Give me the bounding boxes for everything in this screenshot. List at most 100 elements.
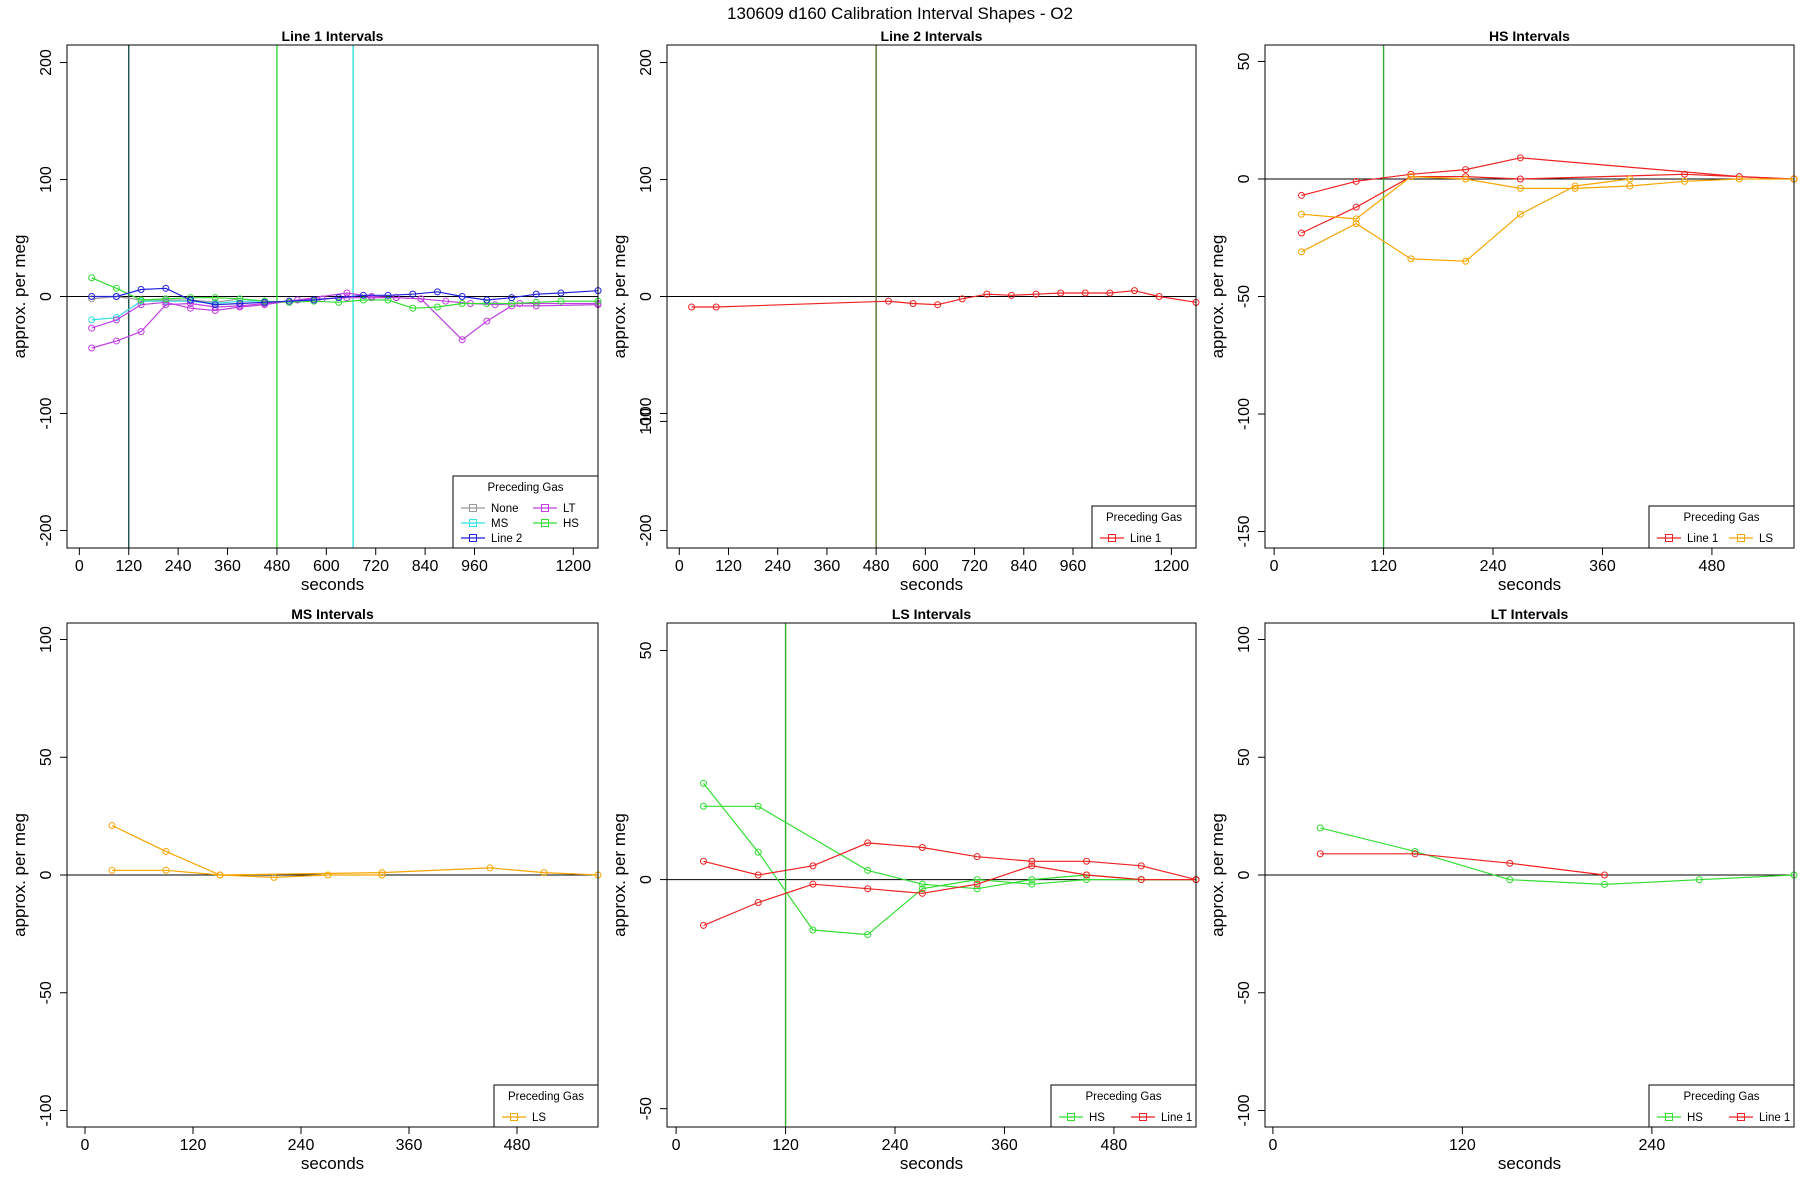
data-point [1462, 175, 1470, 183]
chart-title: HS Intervals [1489, 28, 1570, 44]
legend-swatch-marker [1108, 534, 1116, 542]
legend-box [1050, 1084, 1197, 1128]
x-tick-label: 0 [1268, 1137, 1277, 1154]
y-tick-label: 100 [638, 408, 655, 435]
y-axis-label: approx. per meg [10, 235, 29, 359]
data-point [1316, 824, 1324, 832]
legend-swatch-marker [1665, 534, 1673, 542]
legend-label: LT [563, 503, 576, 515]
data-point [378, 869, 386, 877]
data-point [864, 931, 872, 939]
data-point [1352, 220, 1360, 228]
series-line [111, 824, 382, 879]
series-line [703, 865, 1196, 926]
legend-entry: Line 1 [1657, 533, 1718, 545]
legend-label: Line 1 [1161, 1112, 1192, 1124]
x-axis-label: seconds [900, 1154, 963, 1173]
x-tick-label: 480 [1101, 1137, 1128, 1154]
chart-title: LT Intervals [1491, 606, 1569, 622]
series-line [1320, 827, 1795, 886]
x-tick-label: 240 [288, 1137, 315, 1154]
x-tick-label: 240 [1480, 558, 1507, 575]
data-point [384, 291, 392, 299]
data-point [508, 302, 516, 310]
data-point [1297, 229, 1305, 237]
x-tick-label: 240 [1639, 1137, 1666, 1154]
data-point [1601, 871, 1609, 879]
data-point [864, 866, 872, 874]
data-point [1681, 177, 1689, 185]
data-point [108, 822, 116, 830]
chart-title: MS Intervals [291, 606, 374, 622]
chart-panel-5: LS Intervals 0 120 240 360 480 seconds -50 0 50 10… [610, 408, 1200, 1173]
legend-title: Preceding Gas [508, 1091, 584, 1103]
legend-entry: LS [502, 1112, 546, 1124]
x-tick-label: 240 [764, 558, 791, 575]
data-point [88, 295, 96, 303]
legend-box [1648, 1084, 1795, 1128]
plot-frame [666, 622, 1197, 1128]
data-point [1297, 248, 1305, 256]
legend-entry: LS [1729, 533, 1773, 545]
data-point [754, 848, 762, 856]
series-ls [1297, 175, 1634, 265]
data-point [1352, 215, 1360, 223]
x-axis-label: seconds [1498, 575, 1561, 594]
legend-entry: Line 1 [1100, 533, 1161, 545]
x-tick-label: 480 [504, 1137, 531, 1154]
data-point [216, 871, 224, 879]
y-tick-label: -100 [1236, 1094, 1253, 1126]
data-point [958, 295, 966, 303]
y-tick-label: -50 [1236, 285, 1253, 308]
data-point [1411, 847, 1419, 855]
data-point [1057, 289, 1065, 297]
legend-entry: HS [1059, 1112, 1105, 1124]
data-point [712, 303, 720, 311]
data-point [973, 853, 981, 861]
data-point [211, 301, 219, 309]
x-tick-label: 360 [1589, 558, 1616, 575]
y-tick-label: 200 [38, 49, 55, 76]
x-axis-label: seconds [301, 575, 364, 594]
data-point [137, 296, 145, 304]
data-point [162, 866, 170, 874]
legend-title: Preceding Gas [1085, 1091, 1161, 1103]
data-point [1297, 191, 1305, 199]
data-point [211, 294, 219, 302]
data-point [809, 926, 817, 934]
data-point [1028, 876, 1036, 884]
legend-label: MS [491, 518, 509, 530]
data-point [918, 885, 926, 893]
data-point [699, 921, 707, 929]
y-tick-label: 100 [38, 626, 55, 653]
x-tick-label: 1200 [556, 558, 592, 575]
y-tick-label: 0 [38, 870, 55, 879]
data-point [1516, 184, 1524, 192]
y-tick-label: 100 [638, 166, 655, 193]
legend-swatch-marker [541, 504, 549, 512]
y-tick-label: -100 [38, 397, 55, 429]
legend-swatch-marker [1737, 1113, 1745, 1121]
x-tick-label: 720 [362, 558, 389, 575]
x-tick-label: 360 [814, 558, 841, 575]
data-point [1083, 876, 1091, 884]
y-tick-label: 0 [638, 292, 655, 301]
data-point [1028, 862, 1036, 870]
x-tick-label: 600 [912, 558, 939, 575]
data-point [1695, 876, 1703, 884]
data-point [236, 300, 244, 308]
data-point [688, 303, 696, 311]
data-point [1137, 876, 1145, 884]
data-point [973, 880, 981, 888]
data-point [186, 294, 194, 302]
y-tick-label: -50 [1236, 981, 1253, 1004]
series-line [703, 783, 1196, 936]
data-point [809, 862, 817, 870]
series-line [1301, 173, 1795, 234]
data-point [324, 871, 332, 879]
data-point [1506, 859, 1514, 867]
data-point [137, 328, 145, 336]
data-point [137, 301, 145, 309]
y-tick-label: -200 [638, 514, 655, 546]
data-point [359, 296, 367, 304]
